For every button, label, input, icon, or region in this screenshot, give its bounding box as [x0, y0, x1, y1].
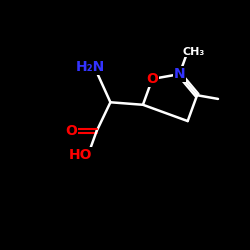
- Text: N: N: [174, 67, 185, 81]
- Text: CH₃: CH₃: [182, 47, 204, 57]
- Text: O: O: [146, 72, 158, 86]
- Text: HO: HO: [69, 148, 92, 162]
- Text: O: O: [66, 124, 78, 138]
- Text: H₂N: H₂N: [76, 60, 105, 74]
